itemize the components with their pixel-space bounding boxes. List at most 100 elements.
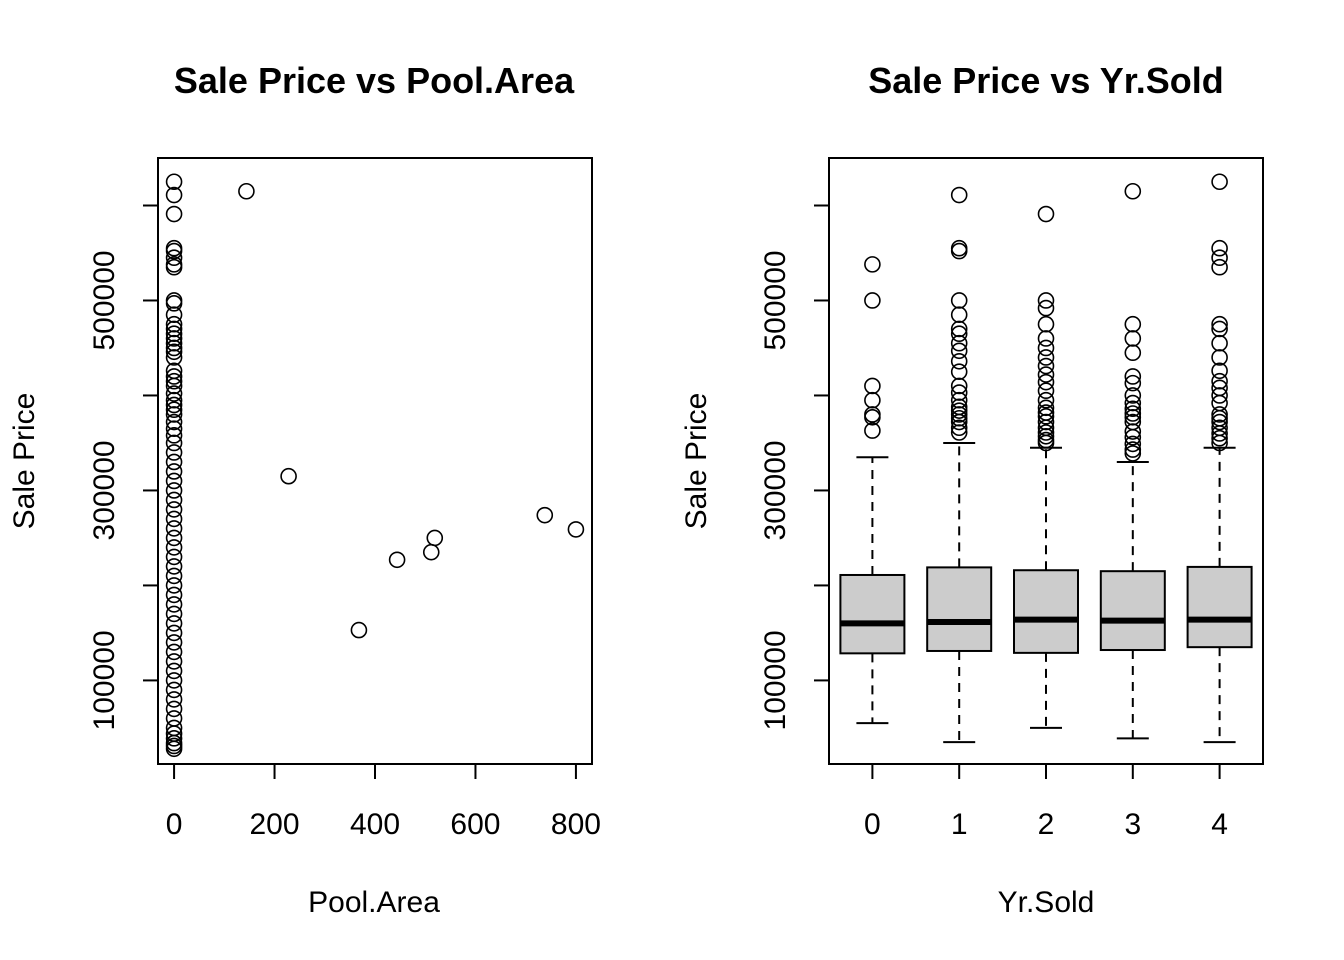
scatter-point: [350, 621, 368, 639]
scatter-point: [165, 396, 183, 414]
scatter-point: [165, 596, 183, 613]
boxplot-boxes: [839, 173, 1253, 744]
scatter-point: [165, 691, 183, 708]
scatter-point: [165, 413, 183, 431]
outlier-point: [864, 377, 881, 395]
x-tick-label: 600: [450, 808, 500, 841]
box-group: [926, 186, 993, 744]
scatter-point: [165, 662, 183, 680]
scatter-point: [388, 551, 406, 569]
outlier-point: [950, 334, 968, 352]
scatter-point: [165, 510, 183, 528]
scatter-x-axis-label: Pool.Area: [308, 886, 440, 919]
outlier-point: [1124, 182, 1142, 200]
scatter-point: [165, 453, 183, 471]
x-tick-label: 800: [551, 808, 601, 841]
outlier-point: [950, 352, 968, 370]
outlier-point: [1037, 373, 1055, 391]
scatter-point: [165, 548, 183, 566]
scatter-point: [165, 577, 183, 594]
outlier-point: [1037, 428, 1055, 445]
outlier-point: [950, 342, 968, 360]
outlier-point: [1037, 391, 1055, 409]
box-group: [1186, 173, 1253, 744]
outlier-point: [1124, 423, 1142, 440]
scatter-point: [165, 520, 183, 537]
scatter-point: [165, 672, 183, 689]
outlier-point: [1037, 339, 1055, 357]
scatter-point: [280, 467, 297, 485]
scatter-point: [165, 605, 183, 623]
outlier-point: [1211, 362, 1228, 380]
outlier-point: [1124, 330, 1142, 347]
x-tick-label: 4: [1211, 808, 1228, 841]
scatter-point: [165, 427, 183, 444]
scatter-point: [165, 643, 183, 661]
scatter-point: [165, 343, 183, 361]
outlier-point: [1211, 434, 1228, 452]
outlier-point: [1211, 239, 1228, 257]
outlier-point: [1211, 406, 1228, 423]
scatter-point: [165, 539, 183, 556]
outlier-point: [1037, 315, 1055, 333]
scatter-point: [165, 491, 183, 509]
scatter-point: [422, 543, 440, 561]
outlier-point: [1124, 400, 1142, 418]
outlier-point: [1037, 357, 1055, 375]
outlier-point: [950, 306, 968, 324]
scatter-point: [165, 420, 183, 438]
boxplot-title: Sale Price vs Yr.Sold: [868, 60, 1224, 101]
box-group: [839, 256, 906, 725]
outlier-point: [1211, 387, 1228, 404]
scatter-point: [165, 368, 183, 385]
y-tick-label: 500000: [88, 250, 121, 350]
x-tick-label: 2: [1038, 808, 1055, 841]
scatter-point: [165, 624, 183, 642]
outlier-point: [1037, 424, 1055, 441]
outlier-point: [1211, 429, 1228, 447]
scatter-point: [165, 740, 183, 758]
x-tick-label: 0: [166, 808, 183, 841]
scatter-point: [165, 339, 183, 357]
iqr-box: [839, 573, 906, 655]
scatter-panel: Sale Price vs Pool.Area 0 200 400 600 800 10…: [8, 60, 601, 919]
scatter-point: [165, 249, 183, 267]
scatter-point: [165, 615, 183, 632]
outlier-point: [1211, 315, 1228, 333]
outlier-point: [950, 292, 968, 309]
outlier-point: [1124, 441, 1142, 458]
outlier-point: [1211, 372, 1228, 390]
scatter-point: [165, 700, 183, 718]
boxplot-panel: Sale Price vs Yr.Sold 0 1 2 3 4 100000 300000…: [680, 60, 1264, 919]
boxplot-x-axis: 0 1 2 3 4: [864, 763, 1228, 841]
outlier-point: [1124, 428, 1142, 446]
outlier-point: [1211, 249, 1228, 267]
outlier-point: [1124, 435, 1142, 453]
scatter-point: [165, 653, 183, 670]
scatter-plot-frame: [157, 157, 593, 765]
boxplot-x-axis-label: Yr.Sold: [998, 886, 1095, 919]
y-tick-label: 500000: [759, 250, 792, 350]
outlier-point: [1037, 366, 1055, 383]
outlier-point: [1211, 173, 1228, 191]
scatter-point: [165, 444, 183, 461]
scatter-point: [165, 173, 183, 191]
iqr-box: [926, 566, 993, 652]
outlier-point: [1124, 368, 1142, 385]
boxplot-y-axis: 100000 300000 500000: [759, 204, 830, 730]
scatter-point: [567, 521, 585, 538]
scatter-point: [165, 186, 183, 204]
scatter-point: [165, 242, 183, 260]
scatter-point: [165, 681, 183, 699]
iqr-box: [1013, 569, 1079, 654]
scatter-point: [165, 586, 183, 604]
scatter-point: [165, 330, 183, 347]
outlier-point: [864, 422, 881, 439]
scatter-point: [165, 501, 183, 518]
y-tick-label: 300000: [759, 440, 792, 540]
box-group: [1013, 205, 1079, 729]
scatter-y-axis: 100000 300000 500000: [88, 204, 159, 730]
y-tick-label: 100000: [88, 630, 121, 730]
outlier-point: [1037, 434, 1055, 452]
